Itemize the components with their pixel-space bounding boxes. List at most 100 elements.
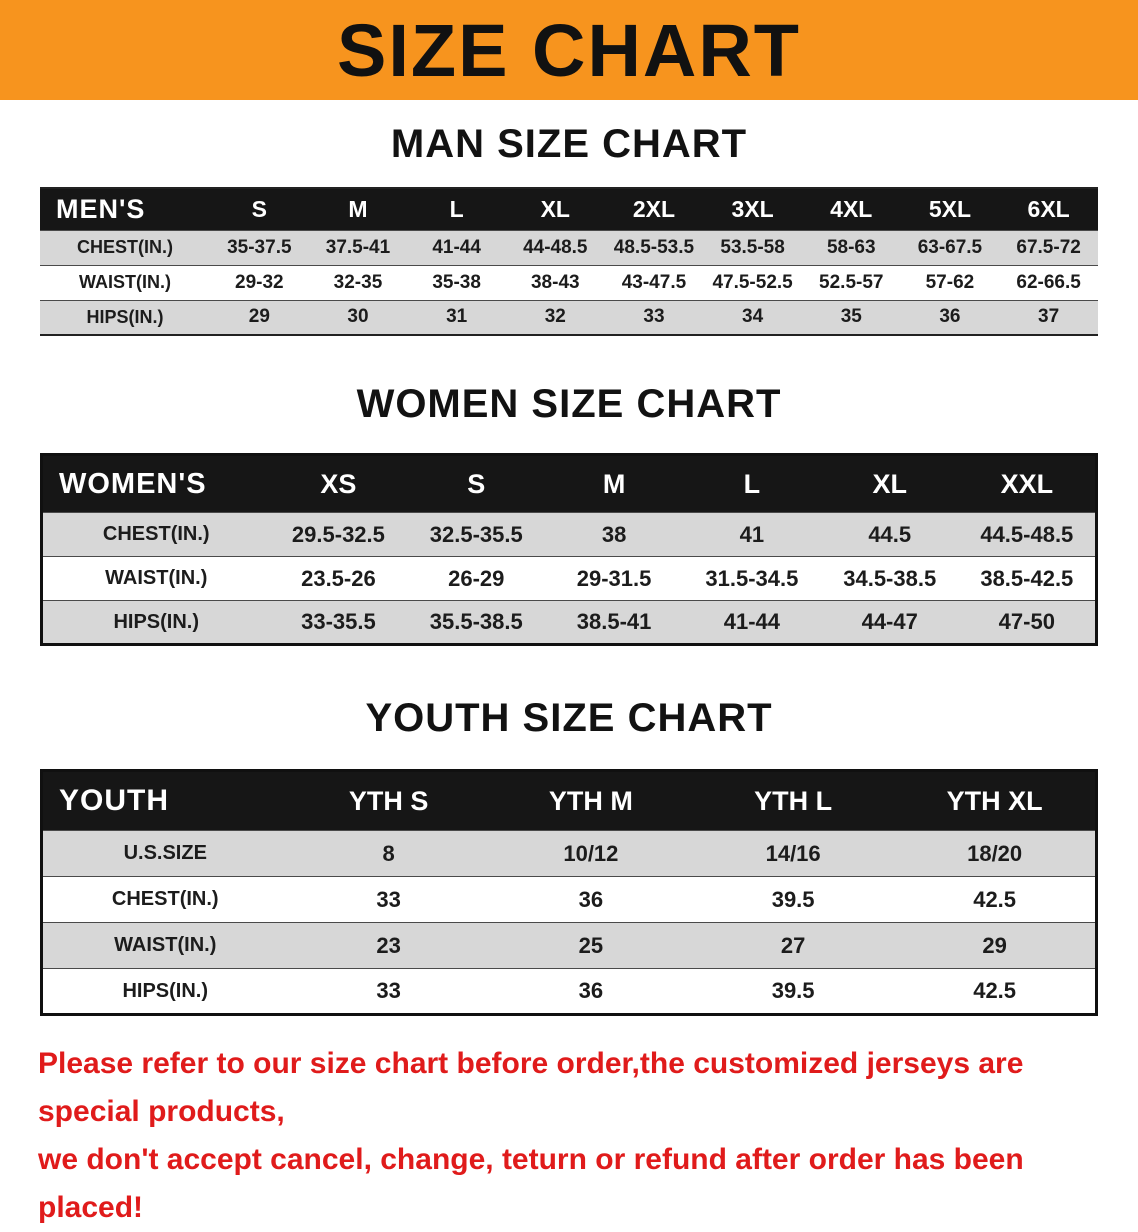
size-header-cell: YTH M xyxy=(489,770,692,831)
measure-value-cell: 41-44 xyxy=(682,600,821,645)
size-header-cell: 4XL xyxy=(801,188,901,230)
measure-value-cell: 38.5-41 xyxy=(545,600,683,645)
size-header-cell: 3XL xyxy=(703,188,802,230)
size-header-cell: XXL xyxy=(958,454,1097,513)
measure-value-cell: 32-35 xyxy=(308,264,408,301)
measure-value-cell: 57-62 xyxy=(900,264,1000,301)
measure-value-cell: 58-63 xyxy=(801,229,901,266)
men-size-section: MAN SIZE CHART MEN'S S M L XL 2XL 3XL 4XL 5XL 6XL… xyxy=(0,122,1138,336)
table-row: WAIST(IN.) 23 25 27 29 xyxy=(41,922,1097,969)
table-row: WAIST(IN.) 29-32 32-35 35-38 38-43 43-47.5 47.… xyxy=(40,264,1098,301)
measure-value-cell: 32 xyxy=(505,299,605,336)
size-header-cell: 5XL xyxy=(900,188,1000,230)
measure-value-cell: 29-32 xyxy=(210,264,309,301)
measure-value-cell: 42.5 xyxy=(894,968,1097,1015)
measure-value-cell: 25 xyxy=(489,922,692,969)
measure-value-cell: 34 xyxy=(703,299,802,336)
measure-value-cell: 33 xyxy=(287,968,490,1015)
measure-label-cell: CHEST(IN.) xyxy=(41,512,270,557)
measure-label-cell: CHEST(IN.) xyxy=(41,876,288,923)
measure-value-cell: 43-47.5 xyxy=(604,264,704,301)
youth-size-table: YOUTH YTH S YTH M YTH L YTH XL U.S.SIZE 8 10/12… xyxy=(40,769,1098,1016)
measure-value-cell: 42.5 xyxy=(894,876,1097,923)
measure-value-cell: 36 xyxy=(489,876,692,923)
notice-line-2: we don't accept cancel, change, teturn o… xyxy=(38,1143,1024,1224)
measure-value-cell: 26-29 xyxy=(407,556,546,601)
measure-value-cell: 47.5-52.5 xyxy=(703,264,802,301)
measure-value-cell: 35.5-38.5 xyxy=(407,600,546,645)
table-row: HIPS(IN.) 29 30 31 32 33 34 35 36 37 xyxy=(40,299,1098,336)
measure-value-cell: 8 xyxy=(287,830,490,877)
measure-value-cell: 35-37.5 xyxy=(210,229,309,266)
size-header-cell: L xyxy=(407,188,506,230)
measure-value-cell: 36 xyxy=(489,968,692,1015)
notice-line-1: Please refer to our size chart before or… xyxy=(38,1047,1024,1128)
measure-value-cell: 41-44 xyxy=(407,229,506,266)
youth-size-section: YOUTH SIZE CHART YOUTH YTH S YTH M YTH L YTH… xyxy=(0,696,1138,1016)
measure-value-cell: 29-31.5 xyxy=(545,556,683,601)
measure-value-cell: 37 xyxy=(999,299,1098,336)
table-row: WAIST(IN.) 23.5-26 26-29 29-31.5 31.5-34.5 34… xyxy=(41,556,1097,601)
footer-notice: Please refer to our size chart before or… xyxy=(38,1040,1100,1232)
size-header-cell: M xyxy=(545,454,683,513)
page-title: SIZE CHART xyxy=(337,8,801,92)
size-header-cell: 2XL xyxy=(604,188,704,230)
measure-value-cell: 10/12 xyxy=(489,830,692,877)
size-header-cell: XS xyxy=(269,454,408,513)
measure-label-cell: HIPS(IN.) xyxy=(41,968,288,1015)
size-header-cell: YTH XL xyxy=(894,770,1097,831)
measure-value-cell: 31.5-34.5 xyxy=(682,556,821,601)
measure-value-cell: 38.5-42.5 xyxy=(958,556,1097,601)
measure-value-cell: 34.5-38.5 xyxy=(820,556,959,601)
size-header-cell: S xyxy=(210,188,309,230)
measure-value-cell: 31 xyxy=(407,299,506,336)
measure-value-cell: 30 xyxy=(308,299,408,336)
size-header-cell: L xyxy=(682,454,821,513)
women-size-section: WOMEN SIZE CHART WOMEN'S XS S M L XL XXL CHEST(… xyxy=(0,382,1138,646)
measure-value-cell: 33 xyxy=(604,299,704,336)
measure-value-cell: 23.5-26 xyxy=(269,556,408,601)
men-section-heading: MAN SIZE CHART xyxy=(390,122,748,166)
measure-value-cell: 52.5-57 xyxy=(801,264,901,301)
measure-value-cell: 44.5 xyxy=(820,512,959,557)
women-size-table: WOMEN'S XS S M L XL XXL CHEST(IN.) 29.5-32.5 32.5… xyxy=(40,453,1098,646)
table-row: HIPS(IN.) 33-35.5 35.5-38.5 38.5-41 41-44 44-… xyxy=(41,600,1097,645)
measure-value-cell: 63-67.5 xyxy=(900,229,1000,266)
measure-value-cell: 53.5-58 xyxy=(703,229,802,266)
measure-value-cell: 39.5 xyxy=(692,968,895,1015)
size-header-cell: XL xyxy=(505,188,605,230)
measure-value-cell: 23 xyxy=(287,922,490,969)
measure-value-cell: 38 xyxy=(545,512,683,557)
table-row: CHEST(IN.) 35-37.5 37.5-41 41-44 44-48.5 48.5… xyxy=(40,229,1098,266)
measure-label-cell: CHEST(IN.) xyxy=(40,229,210,266)
measure-value-cell: 27 xyxy=(692,922,895,969)
size-header-cell: 6XL xyxy=(999,188,1098,230)
measure-value-cell: 29.5-32.5 xyxy=(269,512,408,557)
measure-value-cell: 32.5-35.5 xyxy=(407,512,546,557)
youth-section-heading: YOUTH SIZE CHART xyxy=(365,696,773,740)
measure-value-cell: 44.5-48.5 xyxy=(958,512,1097,557)
table-title-cell: MEN'S xyxy=(40,188,210,230)
measure-label-cell: WAIST(IN.) xyxy=(41,556,270,601)
size-header-cell: YTH L xyxy=(692,770,895,831)
table-row: CHEST(IN.) 29.5-32.5 32.5-35.5 38 41 44.5 44.5… xyxy=(41,512,1097,557)
women-section-heading: WOMEN SIZE CHART xyxy=(356,382,782,426)
size-header-cell: S xyxy=(407,454,546,513)
table-row: U.S.SIZE 8 10/12 14/16 18/20 xyxy=(41,830,1097,877)
measure-label-cell: WAIST(IN.) xyxy=(41,922,288,969)
measure-label-cell: U.S.SIZE xyxy=(41,830,288,877)
table-row: CHEST(IN.) 33 36 39.5 42.5 xyxy=(41,876,1097,923)
measure-value-cell: 47-50 xyxy=(958,600,1097,645)
measure-value-cell: 33 xyxy=(287,876,490,923)
measure-label-cell: HIPS(IN.) xyxy=(41,600,270,645)
measure-label-cell: WAIST(IN.) xyxy=(40,264,210,301)
banner: SIZE CHART xyxy=(0,0,1138,100)
table-title-cell: WOMEN'S xyxy=(41,454,270,513)
measure-value-cell: 44-48.5 xyxy=(505,229,605,266)
measure-value-cell: 48.5-53.5 xyxy=(604,229,704,266)
size-header-cell: M xyxy=(308,188,408,230)
measure-value-cell: 18/20 xyxy=(894,830,1097,877)
measure-value-cell: 29 xyxy=(210,299,309,336)
measure-value-cell: 29 xyxy=(894,922,1097,969)
